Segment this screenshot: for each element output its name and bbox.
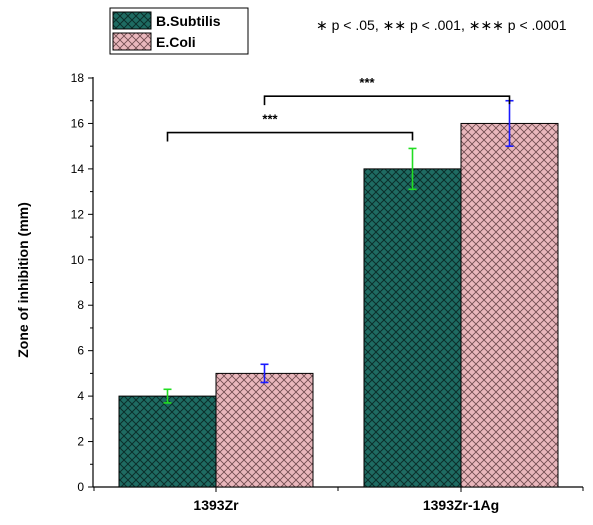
bar-b-subtilis-1393zr-1ag — [363, 168, 462, 488]
significance-legend: ∗ p < .05, ∗∗ p < .001, ∗∗∗ p < .0001 — [316, 17, 567, 33]
bar-e-coli-1393zr — [215, 372, 314, 488]
legend: B.Subtilis E.Coli — [109, 7, 249, 55]
x-tick-label: 1393Zr — [193, 497, 239, 513]
significance-stars: *** — [359, 75, 375, 90]
y-tick-label: 16 — [71, 116, 85, 130]
y-tick-label: 4 — [77, 389, 84, 403]
y-axis-label: Zone of inhibition (mm) — [15, 202, 31, 358]
significance-stars: *** — [262, 112, 278, 127]
x-ticks: 1393Zr 1393Zr-1Ag — [93, 487, 584, 513]
y-tick-label: 14 — [71, 162, 85, 176]
bars — [118, 122, 559, 488]
legend-label-e-coli: E.Coli — [156, 34, 196, 50]
y-tick-label: 6 — [77, 344, 84, 358]
y-tick-label: 8 — [77, 298, 84, 312]
legend-swatch-e-coli — [112, 32, 152, 51]
significance-bracket — [263, 95, 511, 106]
x-tick-label: 1393Zr-1Ag — [423, 497, 499, 513]
bar-e-coli-1393zr-1ag — [460, 122, 559, 488]
significance-bracket — [166, 131, 414, 142]
bar-b-subtilis-1393zr — [118, 395, 217, 488]
y-tick-label: 18 — [71, 71, 85, 85]
y-tick-label: 12 — [71, 207, 85, 221]
y-ticks: 0 2 4 6 8 10 12 14 16 18 — [71, 71, 93, 494]
y-tick-label: 2 — [77, 435, 84, 449]
y-tick-label: 10 — [71, 253, 85, 267]
legend-label-b-subtilis: B.Subtilis — [156, 13, 221, 29]
legend-swatch-b-subtilis — [112, 11, 152, 30]
significance-brackets: *** *** — [166, 75, 511, 142]
y-tick-label: 0 — [77, 480, 84, 494]
error-bars — [163, 99, 514, 404]
